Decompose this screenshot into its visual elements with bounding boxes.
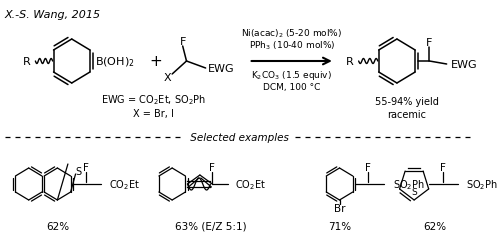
Text: Selected examples: Selected examples xyxy=(186,132,292,142)
Text: S: S xyxy=(412,188,417,197)
Text: S: S xyxy=(76,166,82,176)
Text: 71%: 71% xyxy=(328,221,351,231)
Text: Br: Br xyxy=(334,203,345,213)
Text: EWG: EWG xyxy=(450,60,477,70)
Text: PPh$_3$ (10-40 mol%): PPh$_3$ (10-40 mol%) xyxy=(248,40,335,52)
Text: R: R xyxy=(346,57,354,67)
Text: 62%: 62% xyxy=(424,221,446,231)
Text: CO$_2$Et: CO$_2$Et xyxy=(236,178,266,191)
Text: X: X xyxy=(164,73,171,83)
Text: F: F xyxy=(440,162,446,172)
Text: SO$_2$Ph: SO$_2$Ph xyxy=(466,178,498,191)
Text: Ni(acac)$_2$ (5-20 mol%): Ni(acac)$_2$ (5-20 mol%) xyxy=(241,28,342,40)
Text: 62%: 62% xyxy=(46,221,69,231)
Text: 63% (E/Z 5:1): 63% (E/Z 5:1) xyxy=(174,221,246,231)
Text: 55-94% yield: 55-94% yield xyxy=(374,96,438,106)
Text: EWG = CO$_2$Et, SO$_2$Ph: EWG = CO$_2$Et, SO$_2$Ph xyxy=(100,93,206,106)
Text: X.-S. Wang, 2015: X.-S. Wang, 2015 xyxy=(5,10,101,20)
Text: F: F xyxy=(210,162,216,172)
Text: R: R xyxy=(23,57,30,67)
Text: EWG: EWG xyxy=(208,64,234,74)
Text: +: + xyxy=(150,54,162,69)
Text: F: F xyxy=(426,38,432,48)
Text: racemic: racemic xyxy=(387,110,426,120)
Text: F: F xyxy=(83,162,89,172)
Text: K$_2$CO$_3$ (1.5 equiv): K$_2$CO$_3$ (1.5 equiv) xyxy=(251,69,332,82)
Text: SO$_2$Ph: SO$_2$Ph xyxy=(393,178,425,191)
Text: CO$_2$Et: CO$_2$Et xyxy=(109,178,140,191)
Text: F: F xyxy=(366,162,371,172)
Text: X = Br, I: X = Br, I xyxy=(132,108,173,118)
Text: F: F xyxy=(180,37,186,47)
Text: DCM, 100 °C: DCM, 100 °C xyxy=(263,83,320,92)
Text: B(OH)$_2$: B(OH)$_2$ xyxy=(94,55,134,68)
